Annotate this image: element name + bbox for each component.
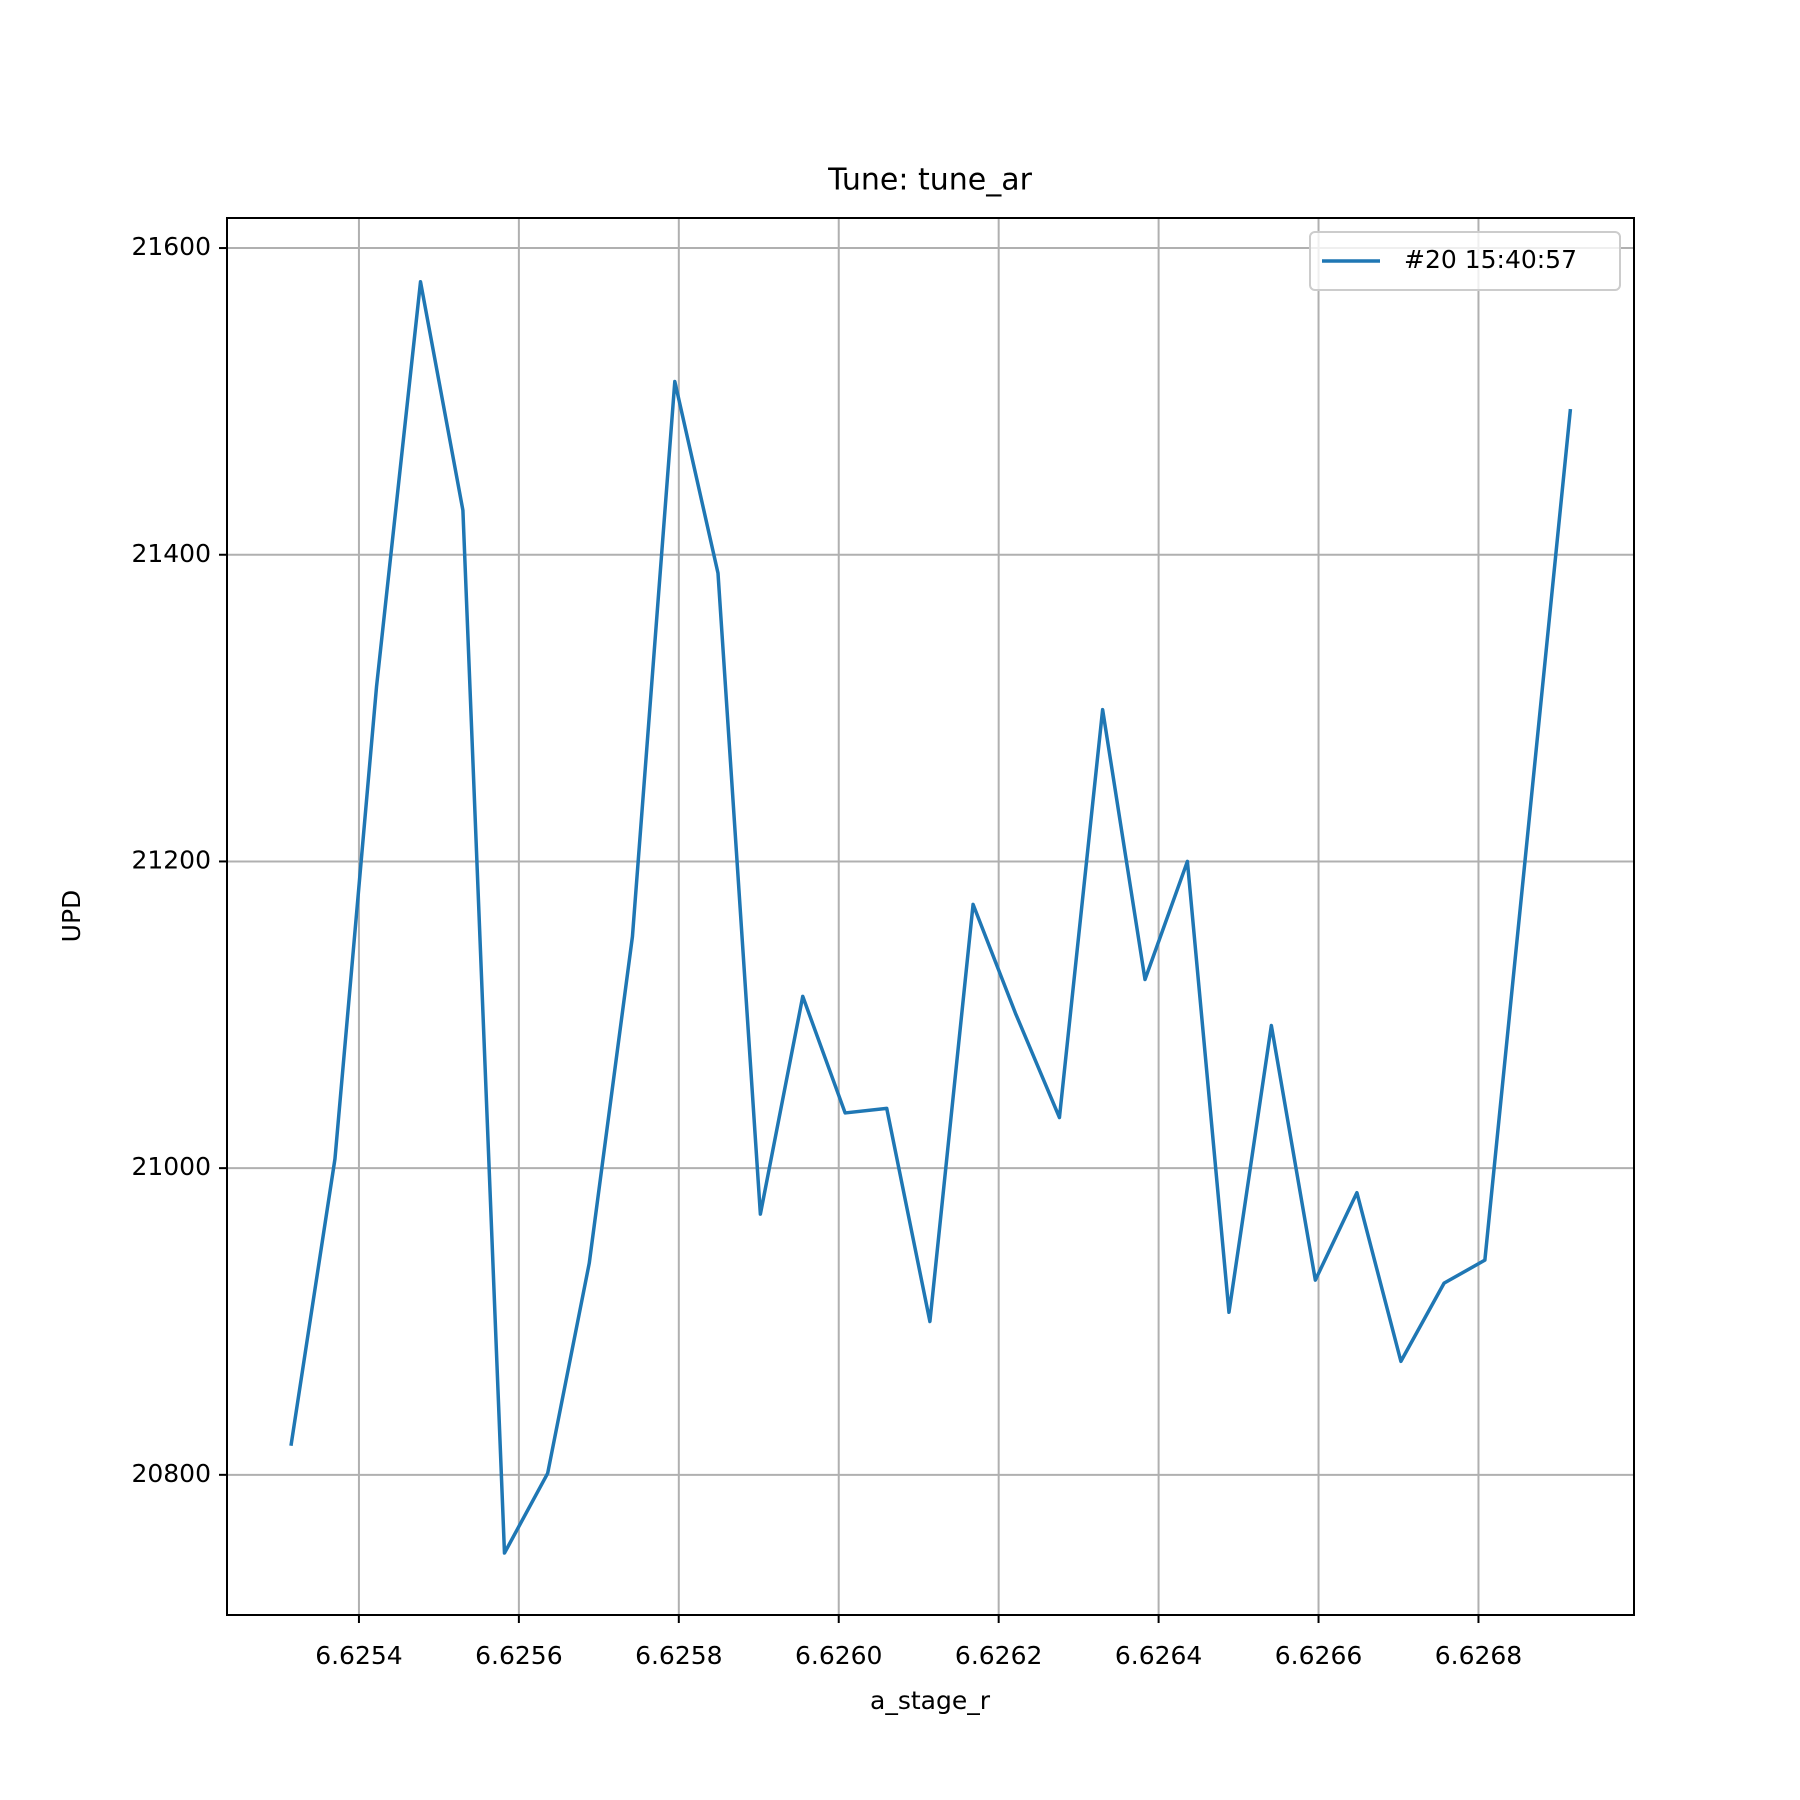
legend-box	[1309, 231, 1621, 291]
y-tick-label: 21400	[131, 539, 211, 568]
x-axis-label: a_stage_r	[870, 1686, 991, 1715]
x-tick-label: 6.6262	[955, 1641, 1042, 1670]
data-line	[289, 280, 1573, 1555]
y-tick-label: 20800	[131, 1459, 211, 1488]
x-tick-label: 6.6260	[795, 1641, 882, 1670]
y-axis-label: UPD	[57, 890, 86, 943]
x-tick-label: 6.6256	[475, 1641, 562, 1670]
x-tick-label: 6.6254	[315, 1641, 402, 1670]
x-tick-label: 6.6268	[1435, 1641, 1522, 1670]
y-tick-label: 21600	[131, 232, 211, 261]
x-tick-label: 6.6258	[635, 1641, 722, 1670]
legend-label: #20 15:40:57	[1404, 245, 1577, 274]
chart-title: Tune: tune_ar	[827, 163, 1033, 198]
y-tick-label: 21000	[131, 1152, 211, 1181]
legend: #20 15:40:57	[1309, 231, 1621, 291]
plot-frame	[226, 217, 1635, 1616]
y-tick-label: 21200	[131, 845, 211, 874]
x-tick-label: 6.6266	[1275, 1641, 1362, 1670]
x-tick-label: 6.6264	[1115, 1641, 1202, 1670]
